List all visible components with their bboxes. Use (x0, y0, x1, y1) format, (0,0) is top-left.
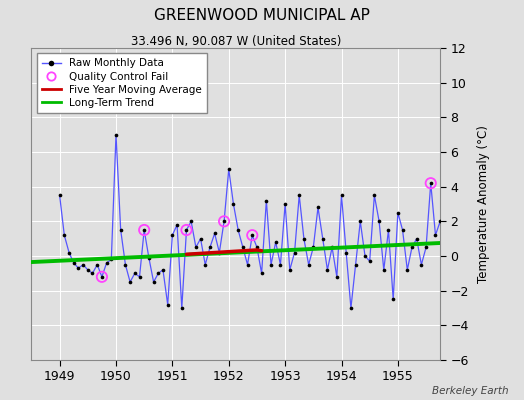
Point (276, 262, 285, 268)
Point (257, 270, 266, 276)
Point (159, 267, 167, 273)
Point (352, 262, 360, 268)
Text: Berkeley Earth: Berkeley Earth (432, 386, 508, 396)
Point (116, 227, 125, 233)
Point (145, 254, 153, 261)
Point (229, 201, 237, 207)
Point (408, 244, 416, 250)
Point (93, 262, 102, 268)
Point (333, 274, 341, 280)
Point (234, 227, 243, 233)
Legend: Raw Monthly Data, Quality Control Fail, Five Year Moving Average, Long-Term Tren: Raw Monthly Data, Quality Control Fail, … (37, 53, 207, 113)
Point (394, 210, 402, 216)
Point (323, 267, 332, 273)
Point (370, 192, 378, 198)
Point (281, 201, 289, 207)
Point (314, 204, 322, 211)
Point (84, 267, 92, 273)
Point (130, 270, 139, 276)
Point (379, 267, 388, 273)
Point (70, 260, 78, 266)
Point (173, 222, 181, 228)
Point (366, 258, 374, 264)
Point (398, 227, 407, 233)
Point (417, 262, 425, 268)
Point (79, 262, 88, 268)
Point (215, 249, 224, 256)
Point (431, 232, 440, 238)
Point (74, 265, 83, 271)
Point (56, 192, 64, 198)
Point (107, 256, 115, 263)
Point (97, 274, 106, 280)
Point (319, 236, 327, 242)
Point (445, 239, 454, 245)
Point (192, 244, 200, 250)
Point (89, 270, 97, 276)
Point (342, 249, 351, 256)
Point (427, 180, 435, 186)
Point (187, 218, 195, 224)
Point (267, 262, 275, 268)
Point (403, 267, 411, 273)
Point (220, 218, 228, 224)
Point (97, 274, 106, 280)
Point (225, 166, 233, 172)
Point (243, 262, 252, 268)
Point (178, 305, 186, 311)
Point (337, 192, 346, 198)
Point (356, 218, 365, 224)
Point (328, 244, 336, 250)
Point (201, 262, 210, 268)
Point (238, 244, 247, 250)
Point (309, 244, 318, 250)
Point (389, 296, 397, 302)
Point (347, 305, 355, 311)
Point (271, 239, 280, 245)
Point (149, 279, 158, 285)
Point (375, 218, 383, 224)
Point (140, 227, 148, 233)
Point (65, 249, 73, 256)
Y-axis label: Temperature Anomaly (°C): Temperature Anomaly (°C) (477, 125, 490, 283)
Point (427, 180, 435, 186)
Point (262, 197, 270, 204)
Point (412, 236, 421, 242)
Point (154, 270, 162, 276)
Point (211, 230, 219, 237)
Point (220, 218, 228, 224)
Point (182, 227, 191, 233)
Point (436, 218, 444, 224)
Point (248, 232, 256, 238)
Point (304, 262, 313, 268)
Point (290, 249, 299, 256)
Point (295, 192, 303, 198)
Point (102, 260, 111, 266)
Point (112, 132, 120, 138)
Point (248, 232, 256, 238)
Point (384, 227, 392, 233)
Point (60, 232, 69, 238)
Point (206, 244, 214, 250)
Point (182, 227, 191, 233)
Point (441, 267, 449, 273)
Point (126, 279, 134, 285)
Point (168, 232, 177, 238)
Text: GREENWOOD MUNICIPAL AP: GREENWOOD MUNICIPAL AP (154, 8, 370, 23)
Point (163, 301, 172, 308)
Point (286, 267, 294, 273)
Point (300, 236, 308, 242)
Point (253, 244, 261, 250)
Point (361, 253, 369, 259)
Point (135, 274, 144, 280)
Title: 33.496 N, 90.087 W (United States): 33.496 N, 90.087 W (United States) (130, 35, 341, 48)
Point (121, 262, 129, 268)
Point (140, 227, 148, 233)
Point (196, 236, 205, 242)
Point (422, 244, 430, 250)
